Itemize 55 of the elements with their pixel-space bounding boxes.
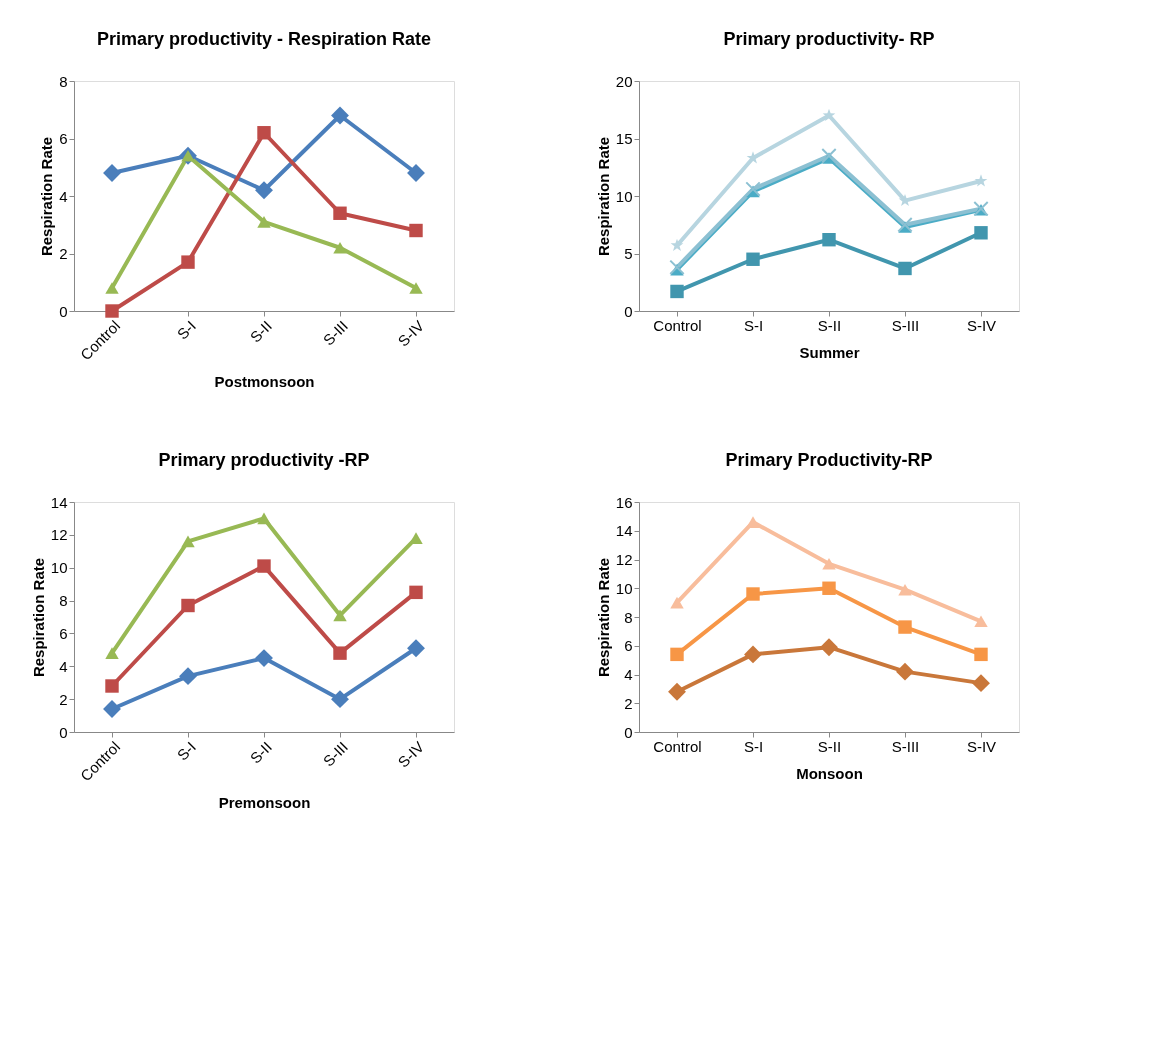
y-tick-label: 10	[615, 579, 633, 597]
y-tick-label: 0	[59, 723, 68, 741]
chart-title: Primary productivity- RP	[723, 29, 935, 49]
chart-title: Primary productivity -RP	[158, 450, 370, 470]
y-tick-label: 0	[624, 723, 633, 741]
x-tick-label: S-II	[246, 317, 276, 346]
y-tick-label: 0	[624, 302, 633, 320]
x-tick-label: S-II	[817, 737, 842, 755]
y-tick-label: 14	[615, 522, 633, 540]
y-tick-label: 8	[624, 608, 633, 626]
y-tick-label: 0	[59, 302, 68, 320]
x-tick-label: S-III	[319, 738, 352, 770]
y-tick-label: 14	[50, 493, 68, 511]
x-tick-label: S-I	[173, 738, 200, 764]
y-tick-label: 2	[624, 694, 633, 712]
x-axis-title: Summer	[799, 343, 860, 361]
x-tick-label: Control	[653, 316, 702, 334]
x-tick-label: S-I	[743, 737, 764, 755]
x-tick-label: S-III	[891, 737, 920, 755]
x-axis-title: Premonsoon	[218, 794, 311, 812]
x-tick-label: S-IV	[966, 316, 997, 334]
x-tick-label: S-III	[319, 317, 352, 349]
y-tick-label: 16	[615, 493, 633, 511]
x-tick-label: S-II	[246, 738, 276, 767]
x-tick-label: S-IV	[966, 737, 997, 755]
y-tick-label: 6	[59, 624, 68, 642]
y-tick-label: 2	[59, 690, 68, 708]
y-tick-label: 10	[50, 559, 68, 577]
chart-title: Primary productivity - Respiration Rate	[96, 29, 432, 49]
chart-title: Primary Productivity-RP	[725, 450, 933, 470]
y-tick-label: 10	[615, 187, 633, 205]
x-tick-label: S-I	[173, 317, 200, 343]
y-tick-label: 5	[624, 245, 633, 262]
x-axis-title: Postmonsoon	[214, 373, 315, 391]
y-tick-label: 15	[615, 130, 633, 147]
y-tick-label: 8	[59, 72, 68, 90]
x-tick-label: S-III	[891, 316, 920, 334]
y-tick-label: 4	[59, 187, 68, 205]
y-axis-title: Respiration Rate	[594, 136, 612, 257]
y-tick-label: 8	[59, 592, 68, 610]
y-tick-label: 6	[59, 130, 68, 147]
x-tick-label: S-II	[817, 316, 842, 334]
x-tick-label: Control	[653, 737, 702, 755]
y-tick-label: 12	[50, 526, 68, 544]
y-tick-label: 6	[624, 637, 633, 655]
y-tick-label: 20	[615, 72, 633, 90]
y-axis-title: Respiration Rate	[29, 557, 47, 678]
y-tick-label: 4	[624, 666, 633, 683]
y-axis-title: Respiration Rate	[38, 136, 56, 257]
y-tick-label: 2	[59, 245, 68, 262]
x-tick-label: S-I	[743, 316, 764, 334]
y-tick-label: 12	[615, 551, 633, 568]
y-tick-label: 4	[59, 657, 68, 675]
y-axis-title: Respiration Rate	[594, 557, 612, 678]
x-axis-title: Monsoon	[796, 764, 863, 782]
